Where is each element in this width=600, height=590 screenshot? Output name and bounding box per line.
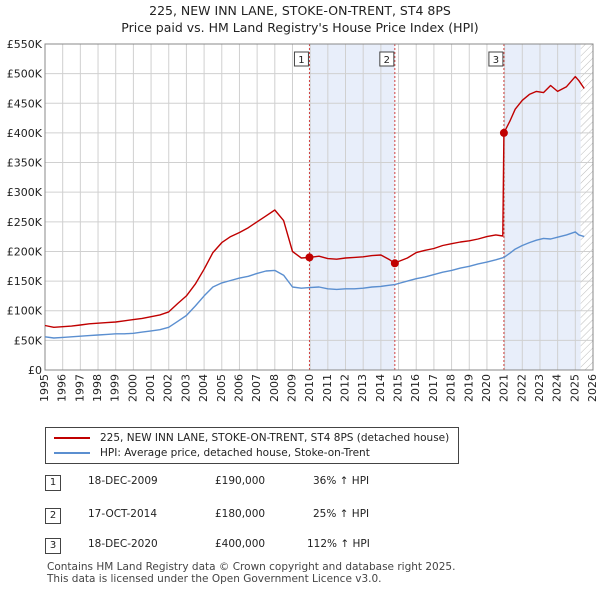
x-tick-label: 2025 bbox=[568, 374, 581, 402]
x-tick-label: 2017 bbox=[427, 374, 440, 402]
x-tick-label: 2026 bbox=[586, 374, 599, 402]
x-tick-label: 2002 bbox=[162, 374, 175, 402]
chart-title: 225, NEW INN LANE, STOKE-ON-TRENT, ST4 8… bbox=[149, 3, 451, 18]
x-tick-label: 2022 bbox=[515, 374, 528, 402]
y-tick-label: £450K bbox=[7, 97, 43, 110]
x-tick-label: 2000 bbox=[126, 374, 139, 402]
x-tick-label: 2005 bbox=[215, 374, 228, 402]
y-tick-label: £150K bbox=[7, 275, 43, 288]
x-tick-label: 1996 bbox=[56, 374, 69, 402]
plot-frame bbox=[44, 43, 594, 371]
x-tick-label: 2001 bbox=[144, 374, 157, 402]
y-tick-label: £300K bbox=[7, 186, 43, 199]
transaction-date: 18-DEC-2009 bbox=[88, 475, 158, 487]
x-tick-label: 2012 bbox=[339, 374, 352, 402]
sale-point bbox=[499, 128, 508, 137]
transaction-date: 17-OCT-2014 bbox=[88, 508, 157, 520]
price-chart: 1 2 3 £0 £50K £100K £150K £200K £250K £300K £350K… bbox=[7, 38, 599, 402]
y-tick-label: £550K bbox=[7, 38, 43, 51]
legend-label-hpi: HPI: Average price, detached house, Stok… bbox=[100, 447, 370, 459]
y-tick-label: £500K bbox=[7, 68, 43, 81]
x-tick-label: 2015 bbox=[392, 374, 405, 402]
y-tick-label: £50K bbox=[14, 334, 43, 347]
transaction-hpi: 36% ↑ HPI bbox=[313, 475, 370, 487]
x-tick-label: 2007 bbox=[250, 374, 263, 402]
x-tick-label: 2016 bbox=[409, 374, 422, 402]
shaded-region bbox=[503, 44, 581, 370]
sale-label: 1 bbox=[298, 55, 304, 66]
y-tick-label: £400K bbox=[7, 127, 43, 140]
hatched-region bbox=[580, 44, 593, 370]
x-tick-label: 2024 bbox=[551, 374, 564, 402]
x-tick-label: 2023 bbox=[533, 374, 546, 402]
x-tick-label: 2003 bbox=[179, 374, 192, 402]
x-tick-label: 1998 bbox=[91, 374, 104, 402]
sale-label-box bbox=[379, 51, 395, 67]
footer-copyright: Contains HM Land Registry data © Crown c… bbox=[47, 561, 456, 573]
y-tick-label: £0 bbox=[28, 364, 42, 377]
y-tick-label: £250K bbox=[7, 216, 43, 229]
transaction-date: 18-DEC-2020 bbox=[88, 538, 158, 550]
legend-label-property: 225, NEW INN LANE, STOKE-ON-TRENT, ST4 8… bbox=[100, 432, 450, 444]
sale-label: 3 bbox=[493, 55, 499, 66]
x-tick-label: 2013 bbox=[356, 374, 369, 402]
x-tick-label: 2004 bbox=[197, 374, 210, 402]
transaction-badge: 1 bbox=[45, 475, 61, 491]
x-tick-label: 1997 bbox=[73, 374, 86, 402]
sale-point bbox=[305, 253, 314, 262]
x-tick-label: 2010 bbox=[303, 374, 316, 402]
series-line-property bbox=[44, 75, 585, 328]
chart-subtitle: Price paid vs. HM Land Registry's House … bbox=[121, 20, 479, 35]
transaction-price: £190,000 bbox=[215, 475, 266, 487]
transaction-badge: 3 bbox=[45, 538, 61, 554]
legend-item-property: 225, NEW INN LANE, STOKE-ON-TRENT, ST4 8… bbox=[54, 431, 449, 445]
x-tick-label: 2008 bbox=[268, 374, 281, 402]
footer-licence: This data is licensed under the Open Gov… bbox=[47, 573, 382, 585]
legend-swatch-property bbox=[54, 437, 90, 439]
transaction-price: £400,000 bbox=[215, 538, 266, 550]
y-tick-label: £350K bbox=[7, 157, 43, 170]
sale-point bbox=[390, 259, 399, 268]
x-tick-label: 2009 bbox=[285, 374, 298, 402]
shaded-region bbox=[309, 44, 395, 370]
legend-swatch-hpi bbox=[54, 452, 90, 454]
x-tick-label: 2014 bbox=[374, 374, 387, 402]
y-tick-label: £200K bbox=[7, 245, 43, 258]
y-tick-label: £100K bbox=[7, 305, 43, 318]
transaction-hpi: 112% ↑ HPI bbox=[307, 538, 370, 550]
x-tick-label: 2011 bbox=[321, 374, 334, 402]
x-tick-label: 1999 bbox=[109, 374, 122, 402]
transaction-hpi: 25% ↑ HPI bbox=[313, 508, 370, 520]
sale-label-box bbox=[488, 51, 504, 67]
x-tick-label: 2006 bbox=[232, 374, 245, 402]
x-tick-label: 2019 bbox=[462, 374, 475, 402]
x-tick-label: 2021 bbox=[498, 374, 511, 402]
transaction-price: £180,000 bbox=[215, 508, 266, 520]
x-tick-label: 2020 bbox=[480, 374, 493, 402]
x-tick-label: 2018 bbox=[445, 374, 458, 402]
chart-legend: 225, NEW INN LANE, STOKE-ON-TRENT, ST4 8… bbox=[45, 427, 459, 464]
sale-label: 2 bbox=[384, 55, 390, 66]
transaction-badge: 2 bbox=[45, 508, 61, 524]
sale-label-box bbox=[293, 51, 309, 67]
legend-item-hpi: HPI: Average price, detached house, Stok… bbox=[54, 446, 370, 460]
series-line-hpi bbox=[44, 231, 585, 339]
x-tick-label: 1995 bbox=[38, 374, 51, 402]
